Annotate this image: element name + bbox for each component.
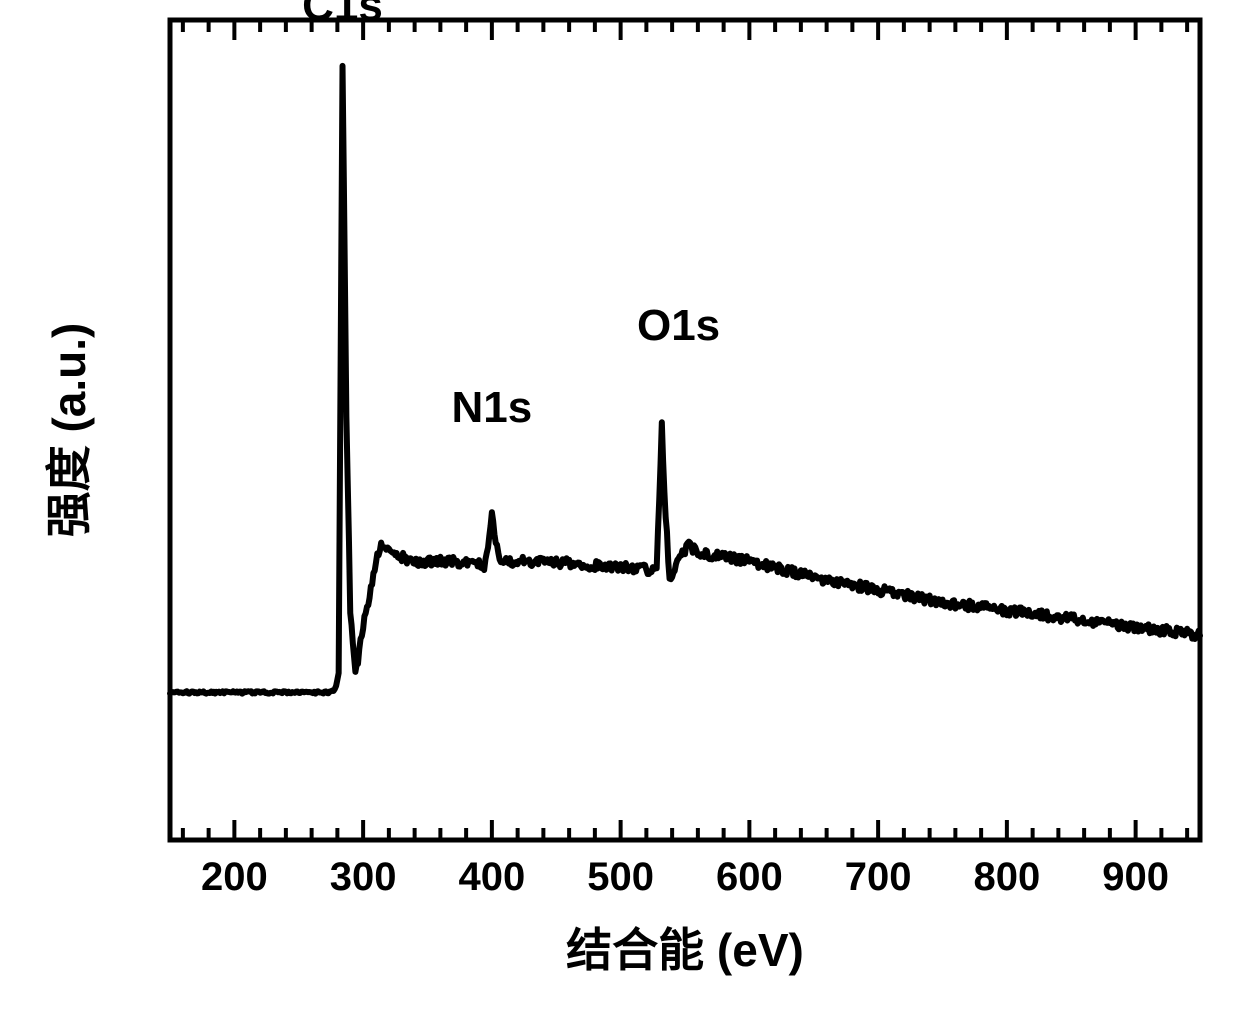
x-tick-labels: 200 300 400 500 600 700 800 900	[201, 855, 1169, 899]
x-ticks-major	[234, 20, 1135, 840]
x-tick-label: 400	[459, 855, 526, 899]
chart-svg: 200 300 400 500 600 700 800 900 C1s N1s O1s 结合能 (…	[0, 0, 1240, 1011]
x-ticks-minor	[183, 20, 1187, 840]
peak-labels: C1s N1s O1s	[302, 0, 720, 432]
xps-spectrum-chart: 200 300 400 500 600 700 800 900 C1s N1s O1s 结合能 (…	[0, 0, 1240, 1011]
x-tick-label: 300	[330, 855, 397, 899]
spectrum-trace	[170, 66, 1200, 694]
x-axis-title: 结合能 (eV)	[566, 924, 804, 976]
x-tick-label: 200	[201, 855, 268, 899]
peak-label: O1s	[637, 301, 720, 350]
peak-label: C1s	[302, 0, 383, 30]
x-tick-label: 700	[845, 855, 912, 899]
peak-label: N1s	[452, 383, 533, 432]
x-tick-label: 900	[1102, 855, 1169, 899]
x-tick-label: 600	[716, 855, 783, 899]
x-tick-label: 800	[974, 855, 1041, 899]
x-tick-label: 500	[587, 855, 654, 899]
y-axis-title: 强度 (a.u.)	[43, 323, 95, 538]
plot-border	[170, 20, 1200, 840]
